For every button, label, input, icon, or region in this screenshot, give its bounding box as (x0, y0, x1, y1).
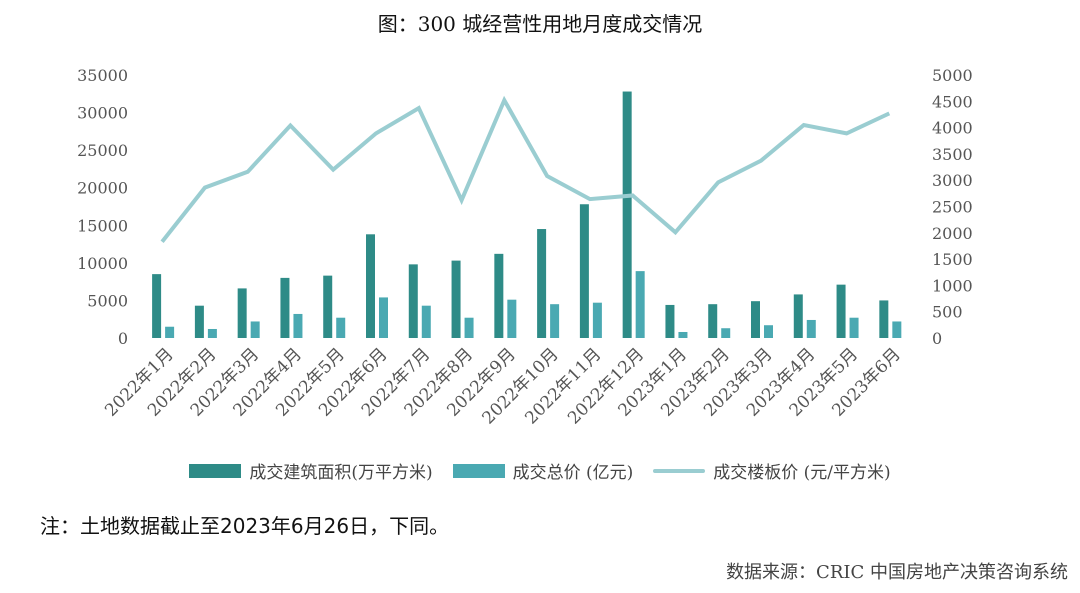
footnote: 注：土地数据截止至2023年6月26日，下同。 (40, 514, 450, 538)
legend-swatch-total (452, 463, 505, 478)
right-tick-label: 4500 (932, 92, 973, 111)
bar-area (665, 304, 675, 338)
right-tick-label: 5000 (932, 66, 973, 85)
bar-total (207, 328, 217, 338)
right-tick-label: 4000 (932, 119, 973, 138)
x-axis-ticks: 2022年1月2022年2月2022年3月2022年4月2022年5月2022年… (101, 344, 905, 428)
bar-area (537, 229, 547, 338)
left-tick-label: 15000 (77, 216, 128, 235)
bar-area (622, 91, 632, 338)
legend: 成交建筑面积(万平方米) 成交总价 (亿元) 成交楼板价 (元/平方米) (0, 458, 1080, 483)
bar-total (421, 305, 431, 338)
bar-area (280, 277, 290, 338)
bar-total (635, 271, 645, 338)
legend-swatch-price (653, 468, 706, 473)
right-tick-label: 1000 (932, 276, 973, 295)
bar-total (678, 331, 688, 338)
left-tick-label: 20000 (77, 179, 128, 198)
bar-area (836, 284, 846, 338)
legend-label-price: 成交楼板价 (元/平方米) (713, 463, 891, 483)
bar-total (721, 328, 731, 338)
bar-area (793, 294, 803, 338)
bar-area (751, 301, 760, 338)
bar-area (152, 274, 162, 338)
bar-total (849, 317, 859, 338)
bar-total (892, 321, 902, 338)
bar-area (366, 234, 375, 338)
bar-area (879, 300, 889, 338)
bar-total (379, 297, 388, 338)
legend-item-total: 成交总价 (亿元) (452, 458, 634, 483)
bar-area (237, 288, 247, 338)
bar-total (806, 319, 816, 338)
bar-total (293, 313, 303, 338)
left-tick-label: 0 (118, 329, 128, 348)
bar-total (250, 321, 260, 338)
chart-title: 图：300 城经营性用地月度成交情况 (377, 12, 703, 36)
left-axis-ticks: 0 5000 10000 15000 20000 25000 30000 35000 (77, 66, 128, 348)
left-tick-label: 25000 (77, 141, 128, 160)
right-tick-label: 2000 (932, 224, 973, 243)
right-tick-label: 1500 (932, 250, 973, 269)
bars (152, 91, 902, 338)
bar-total (336, 317, 346, 338)
bar-area (408, 264, 418, 338)
bar-area (451, 260, 461, 338)
bar-area (579, 204, 589, 338)
bar-area (194, 305, 204, 338)
left-tick-label: 35000 (77, 66, 128, 85)
legend-item-price: 成交楼板价 (元/平方米) (653, 458, 891, 483)
bar-total (764, 325, 773, 338)
left-tick-label: 5000 (87, 291, 128, 310)
right-tick-label: 0 (932, 329, 942, 348)
right-axis-ticks: 0 500 1000 1500 2000 2500 3000 3500 4000 4500 5000 (932, 66, 973, 348)
bar-total (507, 299, 517, 338)
data-source: 数据来源：CRIC 中国房地产决策咨询系统 (726, 562, 1068, 583)
left-tick-label: 10000 (77, 254, 128, 273)
bar-area (494, 253, 504, 338)
line-price (160, 95, 891, 243)
right-tick-label: 2500 (932, 198, 973, 217)
bar-total (464, 317, 474, 338)
legend-label-total: 成交总价 (亿元) (512, 463, 634, 483)
right-tick-label: 3500 (932, 145, 973, 164)
bar-total (550, 304, 560, 338)
bar-area (323, 275, 333, 338)
bar-area (708, 304, 718, 338)
price-line (160, 95, 891, 243)
bar-total (592, 302, 602, 338)
left-tick-label: 30000 (77, 104, 128, 123)
right-tick-label: 500 (932, 303, 963, 322)
legend-swatch-area (189, 463, 242, 478)
right-tick-label: 3000 (932, 171, 973, 190)
bar-total (165, 326, 175, 338)
legend-label-area: 成交建筑面积(万平方米) (249, 463, 433, 483)
legend-item-area: 成交建筑面积(万平方米) (189, 458, 433, 483)
